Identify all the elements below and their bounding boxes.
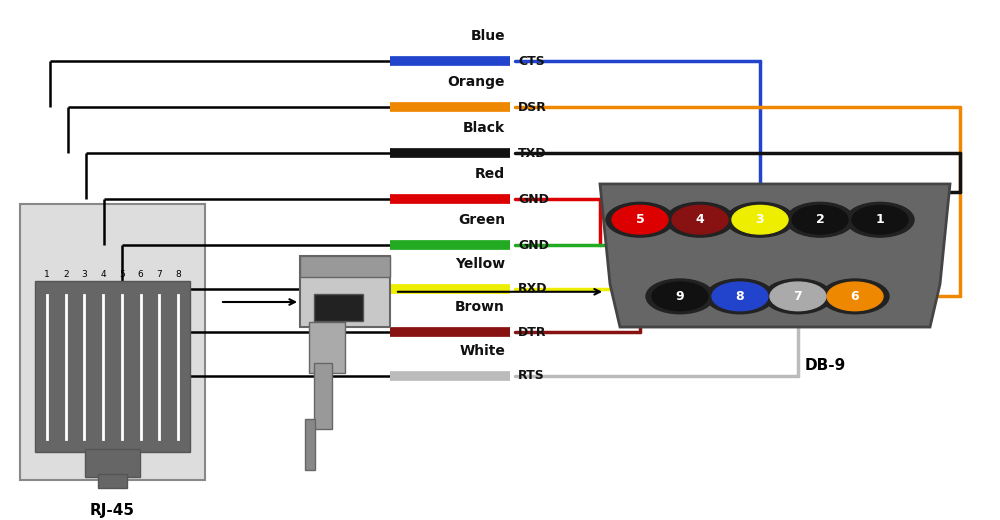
Text: RTS: RTS [518, 369, 545, 382]
Polygon shape [600, 184, 950, 327]
Circle shape [706, 279, 774, 314]
Text: 1: 1 [876, 213, 884, 226]
Bar [314, 294, 363, 321]
Circle shape [846, 202, 914, 237]
Circle shape [786, 202, 854, 237]
Text: Black: Black [463, 121, 505, 135]
Text: 8: 8 [736, 290, 744, 303]
Bar [85, 449, 140, 477]
Bar [304, 419, 315, 470]
Text: 7: 7 [156, 269, 162, 279]
Text: 5: 5 [119, 269, 125, 279]
Text: DTR: DTR [518, 326, 546, 339]
Circle shape [612, 205, 668, 234]
Text: 7: 7 [794, 290, 802, 303]
Circle shape [606, 202, 674, 237]
Bar [300, 255, 390, 277]
Text: Green: Green [458, 213, 505, 227]
Text: Orange: Orange [448, 75, 505, 89]
Bar [20, 204, 205, 480]
Text: White: White [459, 344, 505, 358]
Text: Blue: Blue [470, 30, 505, 44]
Circle shape [827, 282, 883, 310]
Text: RJ-45: RJ-45 [90, 503, 135, 518]
Text: DSR: DSR [518, 101, 547, 114]
Text: Brown: Brown [455, 300, 505, 314]
Bar [98, 474, 127, 488]
Text: TXD: TXD [518, 147, 546, 160]
Text: 1: 1 [44, 269, 50, 279]
Circle shape [821, 279, 889, 314]
Text: 2: 2 [816, 213, 824, 226]
Text: 5: 5 [636, 213, 644, 226]
Text: CTS: CTS [518, 55, 545, 68]
Text: GND: GND [518, 239, 549, 252]
Text: Red: Red [475, 167, 505, 181]
Text: 3: 3 [82, 269, 87, 279]
Bar [300, 255, 390, 327]
Circle shape [764, 279, 832, 314]
Text: Yellow: Yellow [455, 257, 505, 271]
Text: RXD: RXD [518, 282, 548, 295]
Bar [35, 281, 190, 452]
Circle shape [770, 282, 826, 310]
Circle shape [792, 205, 848, 234]
Bar [314, 363, 332, 429]
Circle shape [666, 202, 734, 237]
Text: 6: 6 [138, 269, 143, 279]
Text: 4: 4 [100, 269, 106, 279]
Circle shape [732, 205, 788, 234]
Text: 2: 2 [63, 269, 69, 279]
Circle shape [672, 205, 728, 234]
Text: DB-9: DB-9 [804, 358, 846, 373]
Circle shape [652, 282, 708, 310]
Circle shape [726, 202, 794, 237]
Circle shape [852, 205, 908, 234]
Text: 6: 6 [851, 290, 859, 303]
Text: 4: 4 [696, 213, 704, 226]
Text: 8: 8 [175, 269, 181, 279]
Bar [309, 322, 345, 373]
Text: 3: 3 [756, 213, 764, 226]
Circle shape [646, 279, 714, 314]
Text: GND: GND [518, 193, 549, 206]
Text: 9: 9 [676, 290, 684, 303]
Circle shape [712, 282, 768, 310]
